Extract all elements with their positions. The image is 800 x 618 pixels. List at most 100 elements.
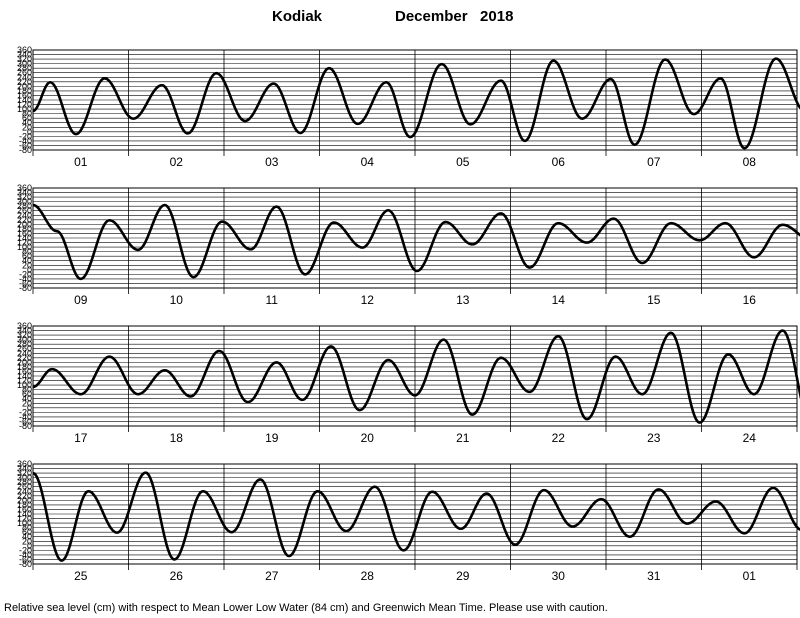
y-tick-label: 120 <box>17 376 32 386</box>
y-tick-label: -20 <box>19 269 32 279</box>
day-label: 01 <box>743 569 757 583</box>
panel-frame <box>32 187 798 289</box>
day-label: 30 <box>552 569 566 583</box>
y-tick-label: 160 <box>17 504 32 514</box>
y-tick-label: 200 <box>17 81 32 91</box>
y-tick-label: 40 <box>22 532 32 542</box>
day-label: 25 <box>74 569 88 583</box>
day-label: 24 <box>743 431 757 445</box>
y-tick-label: 100 <box>17 242 32 252</box>
y-tick-label: 220 <box>17 353 32 363</box>
day-label: 13 <box>456 293 470 307</box>
y-tick-label: -20 <box>19 545 32 555</box>
y-tick-label: 300 <box>17 335 32 345</box>
y-tick-label: -60 <box>19 554 32 564</box>
y-tick-label: 40 <box>22 394 32 404</box>
y-tick-label: 180 <box>17 362 32 372</box>
tide-curve <box>32 203 800 281</box>
day-label: 07 <box>647 155 661 169</box>
y-tick-label: -80 <box>19 283 32 293</box>
day-label: 21 <box>456 431 470 445</box>
y-tick-label: 180 <box>17 224 32 234</box>
day-label: 18 <box>170 431 184 445</box>
y-tick-label: 340 <box>17 188 32 198</box>
day-label: 22 <box>552 431 566 445</box>
y-tick-label: 0 <box>27 265 32 275</box>
y-tick-label: 200 <box>17 495 32 505</box>
y-tick-label: 260 <box>17 344 32 354</box>
y-tick-label: 320 <box>17 330 32 340</box>
y-tick-label: 20 <box>22 398 32 408</box>
y-tick-label: 360 <box>17 183 32 193</box>
y-tick-label: -80 <box>19 145 32 155</box>
y-tick-label: 260 <box>17 206 32 216</box>
panel-3: -80-60-40-200204060801001201401601802002… <box>17 321 800 445</box>
day-label: 26 <box>170 569 184 583</box>
day-label: 10 <box>170 293 184 307</box>
panel-2: -80-60-40-200204060801001201401601802002… <box>17 183 800 307</box>
y-tick-label: 60 <box>22 113 32 123</box>
y-tick-label: 280 <box>17 63 32 73</box>
y-tick-label: -60 <box>19 416 32 426</box>
y-tick-label: 120 <box>17 100 32 110</box>
y-tick-label: 360 <box>17 321 32 331</box>
y-tick-label: 320 <box>17 192 32 202</box>
y-tick-label: 100 <box>17 380 32 390</box>
day-label: 23 <box>647 431 661 445</box>
panel-frame <box>32 463 798 565</box>
y-tick-label: 80 <box>22 109 32 119</box>
tide-curve <box>32 57 800 150</box>
y-tick-label: 0 <box>27 403 32 413</box>
y-tick-label: 140 <box>17 95 32 105</box>
day-label: 28 <box>361 569 375 583</box>
tide-curve <box>32 329 800 424</box>
day-label: 27 <box>265 569 279 583</box>
day-label: 11 <box>266 293 279 307</box>
y-tick-label: 100 <box>17 104 32 114</box>
y-tick-label: 20 <box>22 260 32 270</box>
y-tick-label: 160 <box>17 228 32 238</box>
day-label: 05 <box>456 155 470 169</box>
y-tick-label: -60 <box>19 278 32 288</box>
day-label: 14 <box>552 293 566 307</box>
y-tick-label: 100 <box>17 518 32 528</box>
y-tick-label: 300 <box>17 197 32 207</box>
day-label: 06 <box>552 155 566 169</box>
y-tick-label: 280 <box>17 201 32 211</box>
y-tick-label: 280 <box>17 339 32 349</box>
y-tick-label: 260 <box>17 482 32 492</box>
y-tick-label: 240 <box>17 210 32 220</box>
y-tick-label: 160 <box>17 90 32 100</box>
day-label: 01 <box>74 155 88 169</box>
y-tick-label: 80 <box>22 523 32 533</box>
y-tick-label: -80 <box>19 559 32 569</box>
y-tick-label: -20 <box>19 131 32 141</box>
day-label: 09 <box>74 293 88 307</box>
y-tick-label: 220 <box>17 215 32 225</box>
y-tick-label: 180 <box>17 86 32 96</box>
y-tick-label: 60 <box>22 389 32 399</box>
day-label: 02 <box>170 155 184 169</box>
y-tick-label: 260 <box>17 68 32 78</box>
panel-4: -80-60-40-200204060801001201401601802002… <box>17 459 800 583</box>
y-tick-label: 0 <box>27 541 32 551</box>
period-title: December 2018 <box>395 8 513 25</box>
day-label: 29 <box>456 569 470 583</box>
y-tick-label: 240 <box>17 72 32 82</box>
station-title: Kodiak <box>272 8 323 25</box>
y-tick-label: 320 <box>17 54 32 64</box>
tide-curve <box>32 471 800 562</box>
y-tick-label: 360 <box>17 459 32 469</box>
y-tick-label: 280 <box>17 477 32 487</box>
y-tick-label: 340 <box>17 326 32 336</box>
y-tick-label: 20 <box>22 536 32 546</box>
y-tick-label: 60 <box>22 251 32 261</box>
y-tick-label: 320 <box>17 468 32 478</box>
day-label: 17 <box>74 431 88 445</box>
y-tick-label: 220 <box>17 77 32 87</box>
y-tick-label: 40 <box>22 256 32 266</box>
y-tick-label: 300 <box>17 59 32 69</box>
y-tick-label: 140 <box>17 509 32 519</box>
day-label: 12 <box>361 293 375 307</box>
